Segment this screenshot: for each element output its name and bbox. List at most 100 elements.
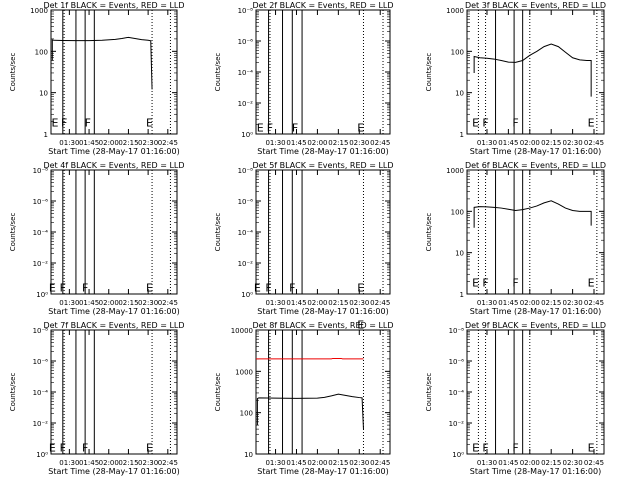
y-tick-label: 10⁻⁶ bbox=[33, 358, 49, 366]
x-tick-label: 01:45 bbox=[498, 459, 518, 467]
x-tick-label: 02:00 bbox=[520, 299, 540, 307]
plot-frame bbox=[255, 169, 391, 295]
y-tick-label: 10⁻⁴ bbox=[33, 229, 49, 237]
x-tick-label: 01:30 bbox=[477, 299, 497, 307]
marker-label: E bbox=[357, 281, 364, 294]
x-tick-label: 02:45 bbox=[158, 299, 178, 307]
x-tick-label: 02:15 bbox=[328, 139, 348, 147]
marker-label: F bbox=[482, 117, 488, 130]
marker-label: F bbox=[60, 281, 66, 294]
plot-frame bbox=[50, 9, 178, 135]
y-tick-label: 10⁻⁶ bbox=[238, 198, 254, 206]
x-tick-label: 01:45 bbox=[498, 299, 518, 307]
chart-title: Det 3f BLACK = Events, RED = LLD bbox=[465, 1, 606, 10]
chart-panel-1: Det 1f BLACK = Events, RED = LLD 1 10 100 10… bbox=[9, 1, 185, 156]
x-tick-label: 01:45 bbox=[498, 139, 518, 147]
marker-label: F bbox=[292, 121, 298, 134]
marker-label: E bbox=[146, 117, 153, 130]
marker-label: F bbox=[85, 117, 91, 130]
y-tick-label: 10 bbox=[455, 90, 464, 98]
x-tick-label: 02:45 bbox=[158, 459, 178, 467]
chart-title: Det 9f BLACK = Events, RED = LLD bbox=[465, 321, 606, 330]
chart-title: Det 7f BLACK = Events, RED = LLD bbox=[43, 321, 184, 330]
y-tick-label: 100 bbox=[35, 48, 48, 56]
x-axis-label: Start Time (28-May-17 01:16:00) bbox=[470, 467, 601, 476]
marker-label: E bbox=[257, 121, 264, 134]
chart-panel-3: Det 3f BLACK = Events, RED = LLD 1 10 100 10… bbox=[425, 1, 606, 156]
x-tick-label: 02:45 bbox=[584, 459, 604, 467]
y-tick-label: 100 bbox=[451, 48, 464, 56]
x-tick-label: 02:15 bbox=[328, 459, 348, 467]
y-axis-label: Counts/sec bbox=[9, 373, 17, 412]
x-axis-label: Start Time (28-May-17 01:16:00) bbox=[48, 307, 179, 316]
x-tick-label: 02:45 bbox=[584, 299, 604, 307]
marker-label: F bbox=[61, 117, 67, 130]
y-tick-label: 10⁰ bbox=[241, 291, 253, 299]
x-tick-label: 02:15 bbox=[541, 299, 561, 307]
x-tick-label: 02:30 bbox=[349, 459, 369, 467]
x-tick-label: 02:45 bbox=[584, 139, 604, 147]
chart-title: Det 4f BLACK = Events, RED = LLD bbox=[43, 161, 184, 170]
y-tick-label: 10⁰ bbox=[36, 451, 48, 459]
x-tick-label: 02:30 bbox=[349, 299, 369, 307]
x-axis-label: Start Time (28-May-17 01:16:00) bbox=[257, 467, 388, 476]
chart-title: Det 2f BLACK = Events, RED = LLD bbox=[252, 1, 393, 10]
marker-label: E bbox=[51, 117, 58, 130]
y-axis-label: Counts/sec bbox=[214, 373, 222, 412]
y-tick-label: 10⁰ bbox=[452, 451, 464, 459]
marker-label: E bbox=[146, 281, 153, 294]
y-tick-label: 1 bbox=[460, 131, 464, 139]
chart-panel-8: Det 8f BLACK = Events, RED = LLD 10 100 100… bbox=[214, 318, 394, 476]
marker-label: F bbox=[512, 441, 518, 454]
y-tick-label: 1 bbox=[44, 131, 48, 139]
marker-label: E bbox=[357, 121, 364, 134]
x-tick-label: 02:30 bbox=[563, 299, 583, 307]
plot-frame bbox=[255, 9, 391, 135]
y-tick-label: 10⁰ bbox=[241, 131, 253, 139]
y-tick-label: 10⁻⁸ bbox=[33, 327, 49, 335]
plot-frame bbox=[255, 329, 391, 455]
y-tick-label: 100 bbox=[451, 208, 464, 216]
y-tick-label: 10⁻⁶ bbox=[33, 198, 49, 206]
x-tick-label: 01:30 bbox=[477, 459, 497, 467]
y-tick-label: 10⁻⁸ bbox=[33, 167, 49, 175]
y-tick-label: 10⁻⁸ bbox=[238, 7, 254, 15]
x-tick-label: 01:45 bbox=[79, 459, 99, 467]
chart-title: Det 5f BLACK = Events, RED = LLD bbox=[252, 161, 393, 170]
marker-label: F bbox=[512, 117, 518, 130]
x-tick-label: 02:00 bbox=[99, 459, 119, 467]
y-tick-label: 10⁻⁴ bbox=[449, 389, 465, 397]
chart-title: Det 8f BLACK = Events, RED = LLD bbox=[252, 321, 393, 330]
y-axis-label: Counts/sec bbox=[425, 373, 433, 412]
chart-panel-7: Det 7f BLACK = Events, RED = LLD 10⁰ 10⁻² 1… bbox=[9, 321, 185, 476]
marker-label: F bbox=[82, 441, 88, 454]
y-tick-label: 10 bbox=[455, 250, 464, 258]
x-axis-label: Start Time (28-May-17 01:16:00) bbox=[257, 147, 388, 156]
marker-label: F bbox=[267, 121, 273, 134]
y-tick-label: 1000 bbox=[30, 7, 48, 15]
series-line-1 bbox=[51, 36, 153, 90]
y-tick-label: 10⁻⁴ bbox=[33, 389, 49, 397]
marker-label: E bbox=[146, 441, 153, 454]
x-tick-label: 02:00 bbox=[99, 139, 119, 147]
y-axis-label: Counts/sec bbox=[9, 213, 17, 252]
marker-label: E bbox=[254, 281, 261, 294]
y-tick-label: 10000 bbox=[231, 327, 253, 335]
y-axis-label: Counts/sec bbox=[214, 213, 222, 252]
x-tick-label: 02:30 bbox=[349, 139, 369, 147]
x-tick-label: 01:45 bbox=[286, 299, 306, 307]
chart-title: Det 1f BLACK = Events, RED = LLD bbox=[43, 1, 184, 10]
x-tick-label: 02:00 bbox=[307, 299, 327, 307]
x-tick-label: 01:30 bbox=[477, 139, 497, 147]
y-axis-label: Counts/sec bbox=[425, 53, 433, 92]
marker-label: E bbox=[472, 117, 479, 130]
chart-panel-4: Det 4f BLACK = Events, RED = LLD 10⁰ 10⁻² 1… bbox=[9, 161, 185, 316]
y-tick-label: 10⁻² bbox=[238, 260, 254, 268]
x-tick-label: 02:15 bbox=[328, 299, 348, 307]
x-tick-label: 02:30 bbox=[563, 459, 583, 467]
y-tick-label: 1000 bbox=[446, 7, 464, 15]
x-tick-label: 02:00 bbox=[307, 459, 327, 467]
series-line-1 bbox=[473, 200, 592, 228]
x-tick-label: 01:45 bbox=[286, 459, 306, 467]
